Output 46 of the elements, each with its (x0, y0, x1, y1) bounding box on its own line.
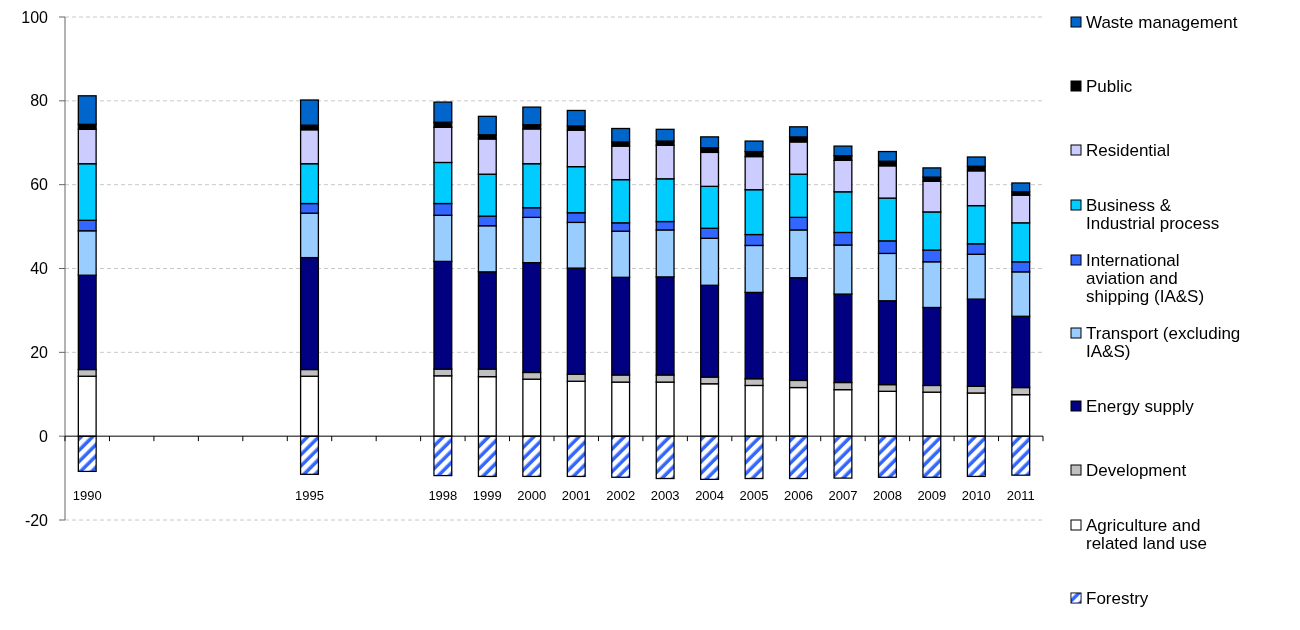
y-tick-label: -20 (24, 511, 49, 529)
legend-label: Development (1086, 460, 1187, 480)
legend-label: Public (1086, 76, 1133, 96)
x-tick-label: 1999 (472, 488, 502, 504)
legend-label: Agriculture and related land use (1086, 515, 1207, 553)
bar (966, 156, 986, 167)
x-tick-label: 1998 (428, 488, 458, 504)
legend-label: International aviation and shipping (IA&S) (1086, 250, 1205, 306)
bar (522, 106, 542, 126)
legend-label: Residential (1086, 140, 1171, 160)
legend-label: Waste management (1086, 12, 1238, 32)
y-tick-label: 80 (30, 92, 49, 110)
legend-label: Transport (excluding IA&S) (1086, 323, 1241, 361)
bar (922, 167, 942, 178)
x-tick-label: 2002 (606, 488, 636, 504)
y-tick-label: 20 (30, 343, 49, 361)
bar (655, 128, 675, 142)
x-tick-label: 2011 (1006, 488, 1035, 504)
x-tick-label: 2001 (561, 488, 591, 504)
x-tick-label: 2007 (828, 488, 858, 504)
x-tick-label: 2006 (784, 488, 813, 504)
x-tick-label: 2005 (739, 488, 769, 504)
legend-label: Energy supply (1086, 396, 1195, 416)
x-tick-label: 1990 (72, 488, 102, 504)
legend-label: Business & Industrial process (1086, 195, 1220, 233)
y-tick-label: 40 (30, 260, 49, 278)
x-tick-label: 2003 (650, 488, 680, 504)
bar (566, 109, 586, 127)
x-tick-label: 2010 (961, 488, 991, 504)
y-tick-label: 100 (21, 8, 49, 26)
bar (611, 127, 631, 143)
bar (477, 115, 497, 136)
y-tick-label: 60 (30, 176, 49, 194)
x-tick-label: 2008 (872, 488, 902, 504)
bar (299, 99, 320, 126)
bar (1011, 182, 1031, 193)
bar (744, 140, 764, 153)
x-tick-label: 2000 (517, 488, 547, 504)
bar (833, 145, 853, 157)
bar (700, 136, 720, 149)
y-tick-label: 0 (39, 427, 49, 445)
x-tick-label: 2009 (917, 488, 947, 504)
x-tick-label: 2004 (695, 488, 725, 504)
x-tick-label: 1995 (295, 488, 324, 504)
legend-label: Forestry (1086, 588, 1149, 608)
bar (877, 150, 897, 162)
